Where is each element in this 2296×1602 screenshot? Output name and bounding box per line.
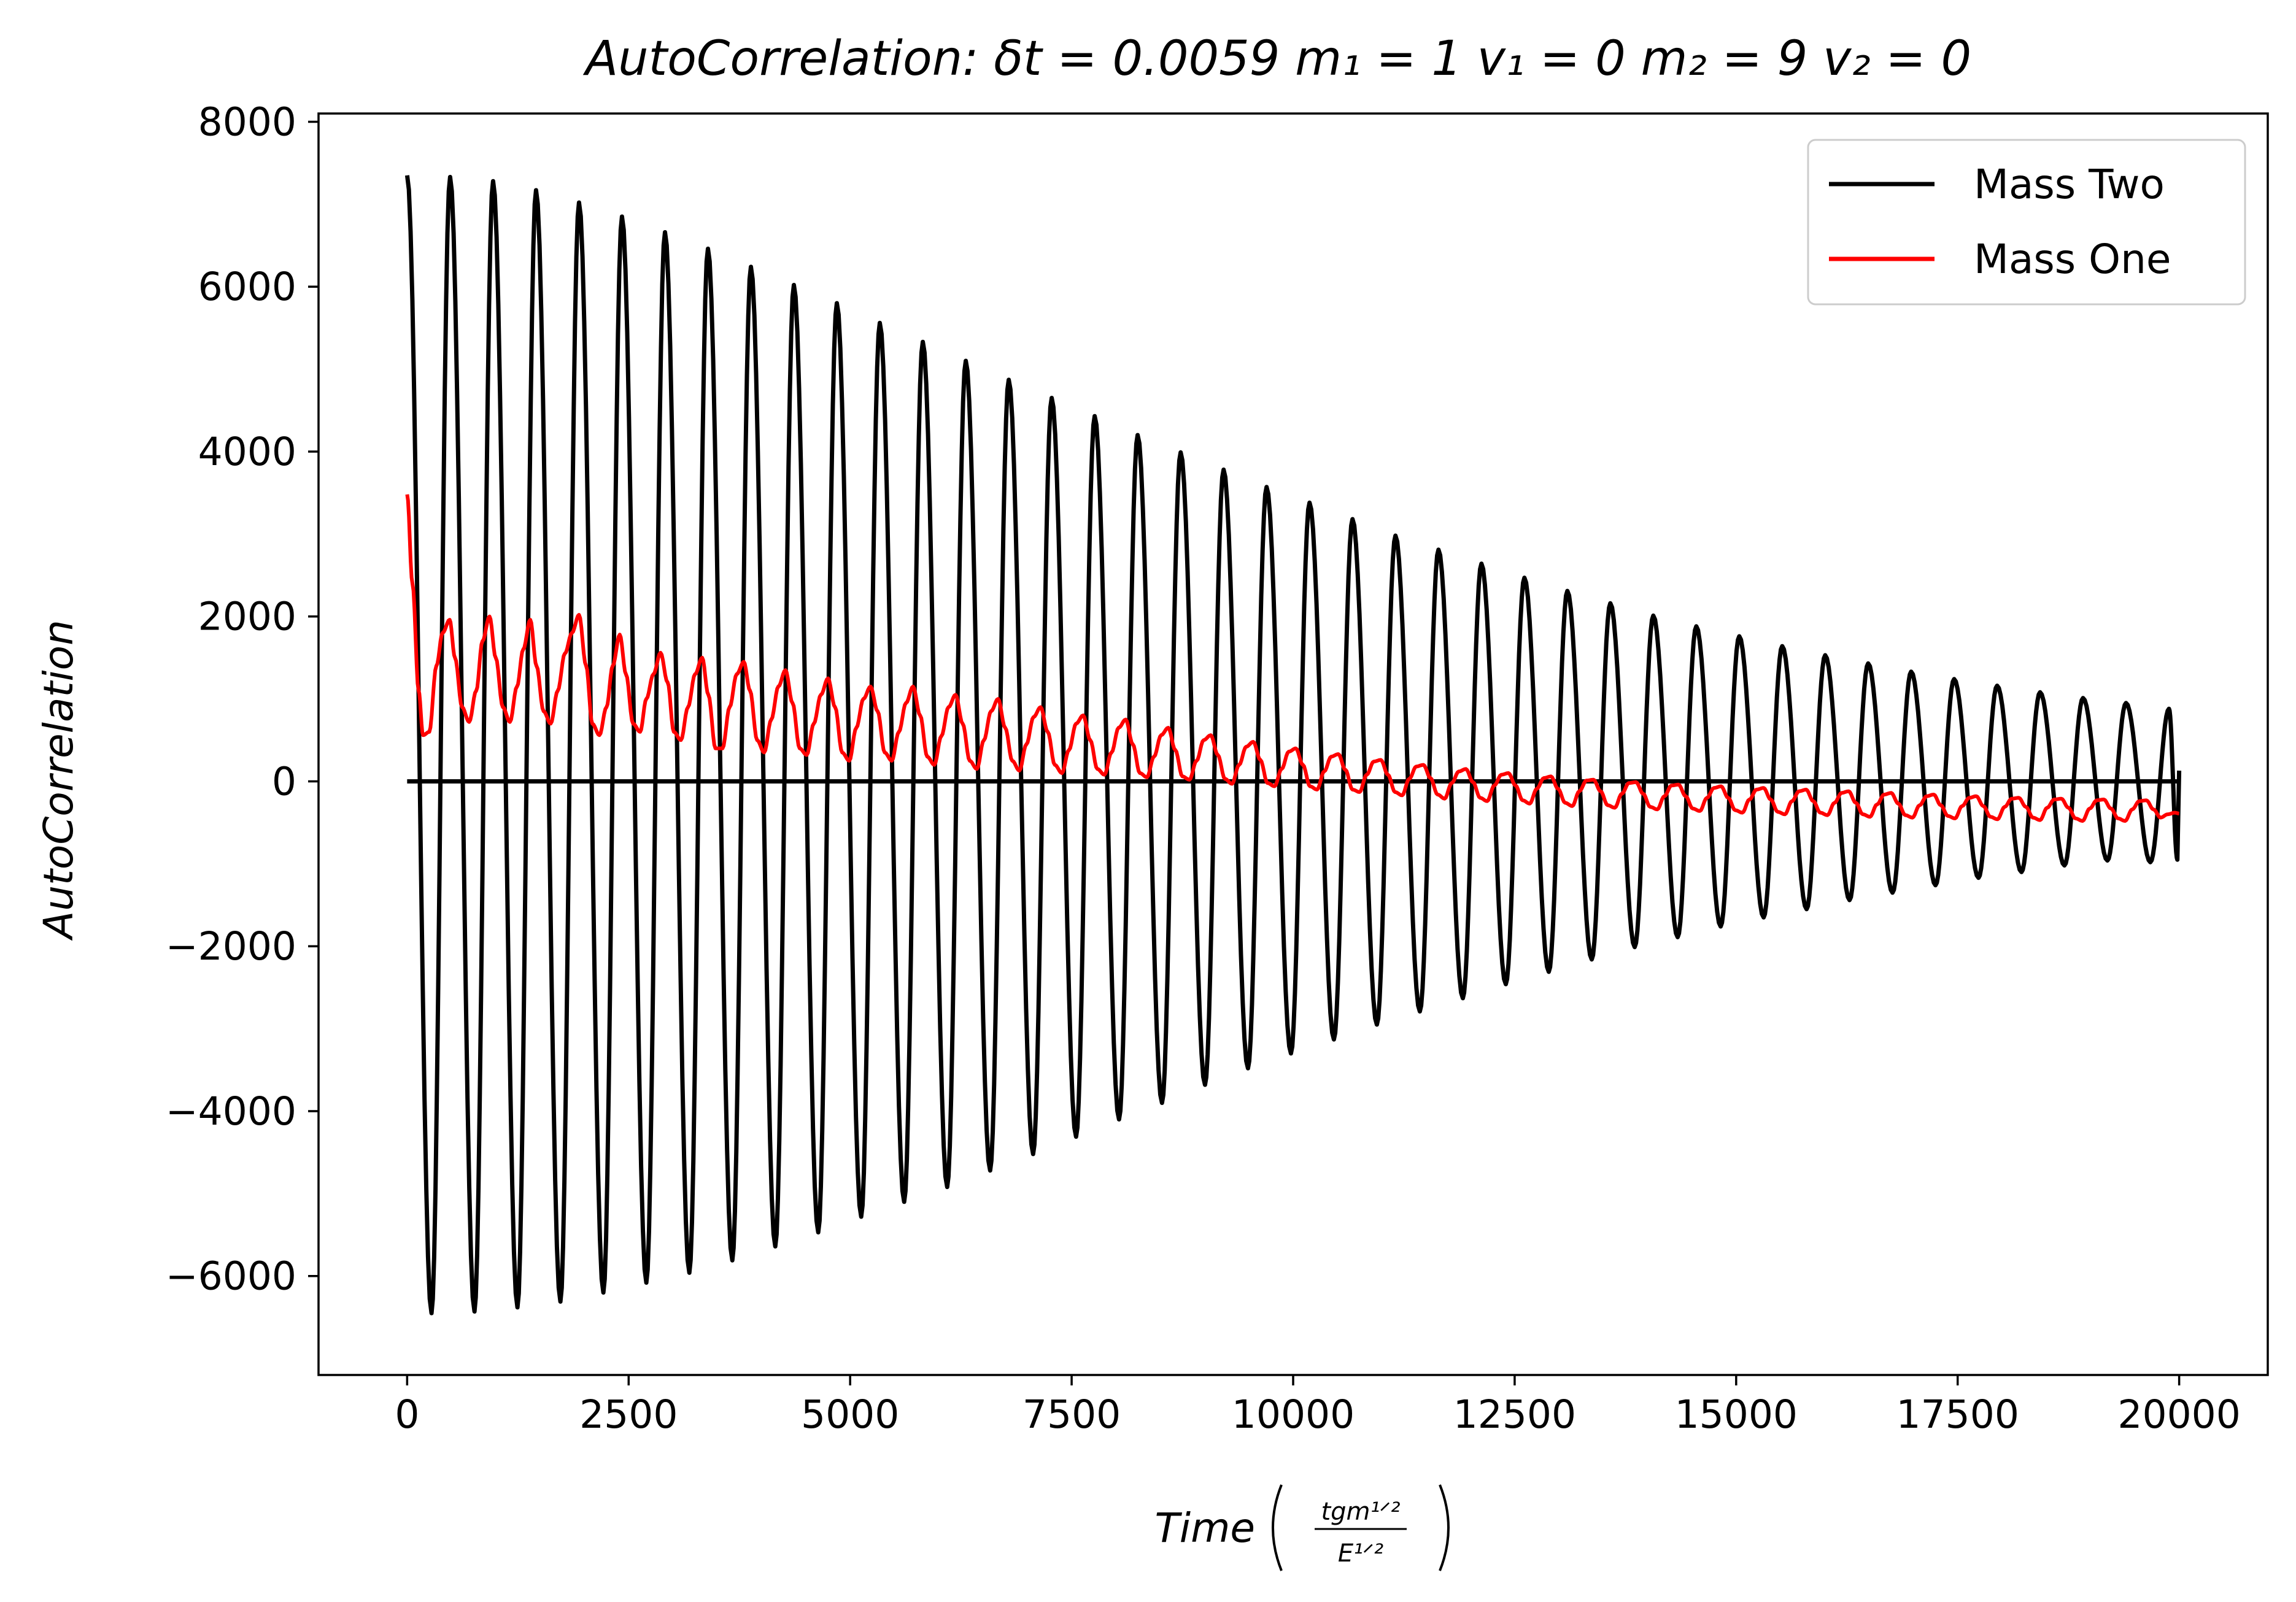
x-label-right-paren [1439, 1484, 1450, 1571]
x-tick-label: 0 [395, 1392, 419, 1437]
x-axis-ticks: 0 2500 5000 7500 10000 12500 15000 17500 20000 [395, 1375, 2241, 1437]
y-tick-label: 2000 [198, 595, 296, 639]
legend: Mass Two Mass One [1807, 139, 2246, 306]
chart-title: AutoCorrelation: δt = 0.0059 m₁ = 1 v₁ =… [582, 31, 1971, 87]
x-tick-label: 2500 [579, 1392, 678, 1437]
y-tick-label: 6000 [198, 264, 296, 309]
y-tick-label: 8000 [198, 99, 296, 144]
series-layer [404, 175, 2182, 1315]
x-axis-label-numerator: tgm¹ᐟ² [1321, 1498, 1400, 1526]
legend-label-mass-two: Mass Two [1974, 161, 2165, 208]
y-axis-label: AutoCorrelation [35, 620, 82, 941]
legend-label-mass-one: Mass One [1974, 236, 2171, 283]
y-axis-ticks: −6000 −4000 −2000 0 2000 4000 6000 8000 [166, 99, 319, 1299]
x-tick-label: 15000 [1675, 1392, 1798, 1437]
x-tick-label: 10000 [1232, 1392, 1355, 1437]
x-tick-label: 12500 [1453, 1392, 1576, 1437]
x-axis-label: Time tgm¹ᐟ² E¹ᐟ² [1154, 1484, 1450, 1571]
series-mass-two-line [404, 175, 2182, 1315]
x-tick-label: 17500 [1896, 1392, 2019, 1437]
x-axis-label-denominator: E¹ᐟ² [1338, 1539, 1383, 1568]
x-tick-label: 20000 [2117, 1392, 2240, 1437]
x-label-left-paren [1272, 1484, 1283, 1571]
y-tick-label: 0 [272, 759, 296, 804]
y-tick-label: 4000 [198, 429, 296, 474]
y-tick-label: −6000 [166, 1254, 296, 1299]
x-tick-label: 7500 [1022, 1392, 1121, 1437]
y-tick-label: −4000 [166, 1089, 296, 1134]
y-tick-label: −2000 [166, 924, 296, 969]
series-mass-one-line [405, 494, 2181, 823]
x-tick-label: 5000 [801, 1392, 899, 1437]
x-axis-label-main: Time [1154, 1504, 1255, 1552]
legend-box [1807, 139, 2246, 306]
